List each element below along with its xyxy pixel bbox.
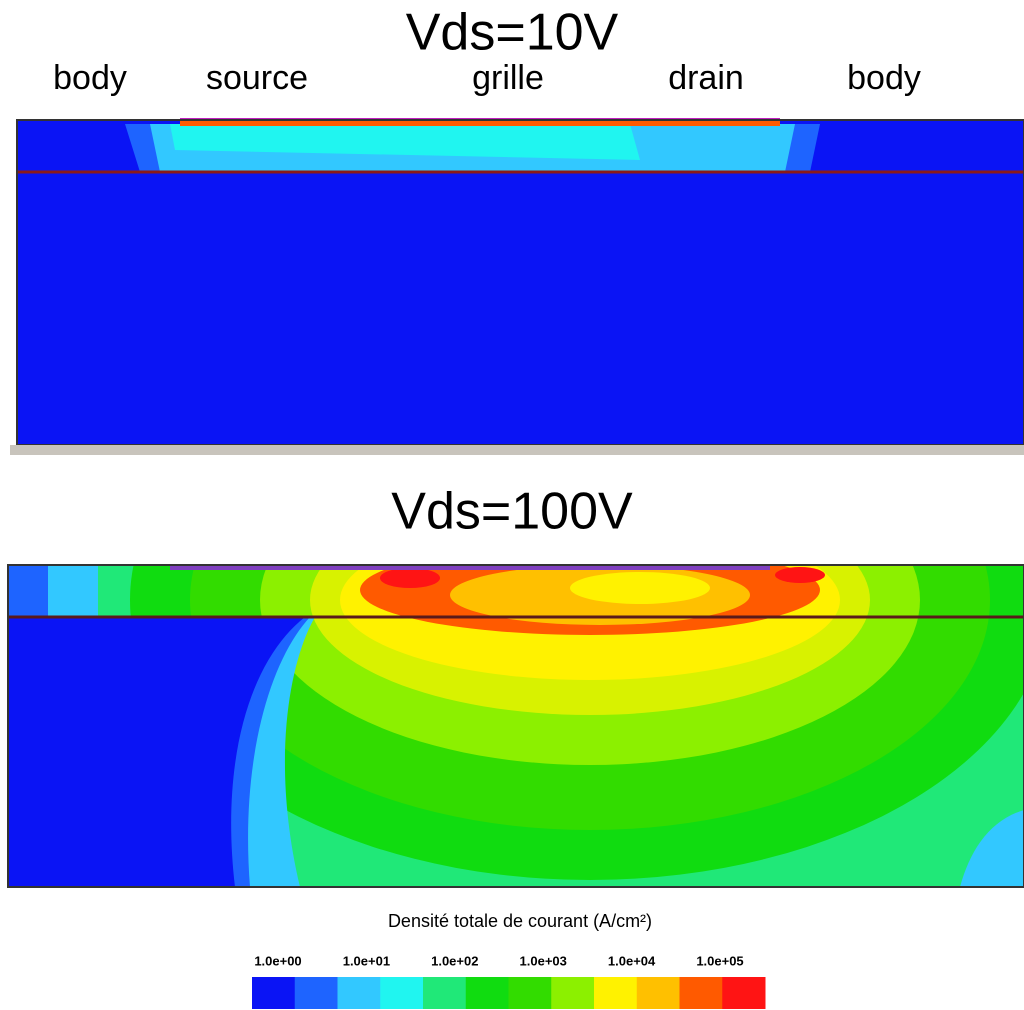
colorbar-swatch [508,977,552,1009]
panel-border [7,564,1024,888]
colorbar-swatch [636,977,680,1009]
colorbar-swatch [380,977,424,1009]
colorbar-swatch [722,977,766,1009]
colorbar-swatch [423,977,467,1009]
colorbar-swatch [551,977,595,1009]
label: body [53,59,127,97]
panel-100v [8,565,1024,887]
colorbar-tick-label: 1.0e+03 [520,953,567,968]
colorbar-swatch [337,977,381,1009]
colorbar-swatch [294,977,338,1009]
colorbar-tick-label: 1.0e+01 [343,953,390,968]
colorbar-tick-label: 1.0e+02 [431,953,478,968]
title: Vds=10V [406,4,619,62]
label: drain [668,59,744,97]
colorbar-swatch [594,977,638,1009]
colorbar-tick-label: 1.0e+05 [696,953,743,968]
label: source [206,59,308,97]
panel-10v [10,118,1024,455]
colorbar-title: Densité totale de courant (A/cm²) [388,911,652,931]
colorbar-swatch [252,977,296,1009]
colorbar-tick-label: 1.0e+04 [608,953,656,968]
colorbar: 1.0e+00 1.0e+01 1.0e+02 1.0e+03 1.0e+04 1.0e+… [252,953,766,1009]
colorbar-tick-label: 1.0e+00 [254,953,301,968]
label: body [847,59,921,97]
colorbar-swatch [465,977,509,1009]
colorbar-swatch [679,977,723,1009]
label: grille [472,59,544,97]
title: Vds=100V [391,483,633,541]
